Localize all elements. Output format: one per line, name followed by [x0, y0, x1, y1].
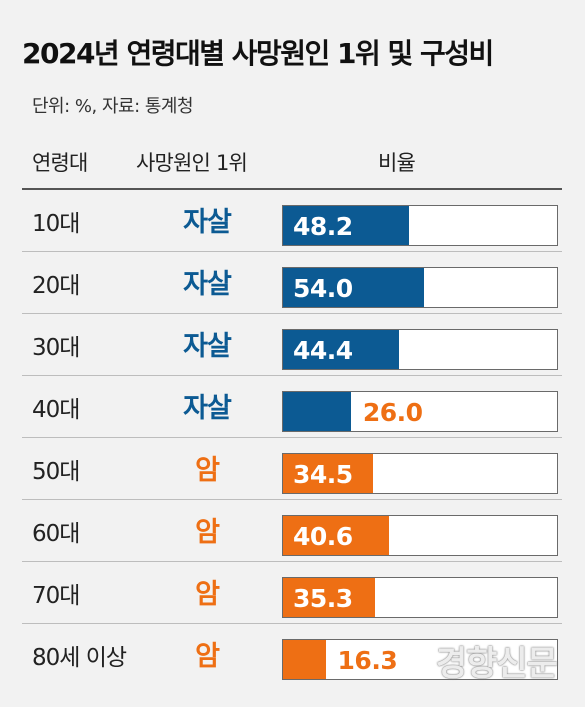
bar: [283, 640, 326, 679]
publisher-watermark: 경향신문: [435, 644, 558, 684]
header-divider: [22, 188, 562, 190]
category-label: 10대: [32, 211, 80, 237]
cause-label: 자살: [183, 207, 232, 238]
column-header-age: 연령대: [32, 151, 88, 175]
chart-row: 20대 자살 54.0: [0, 252, 585, 314]
chart-title: 2024년 연령대별 사망원인 1위 및 구성비: [22, 37, 494, 70]
cause-label: 암: [195, 455, 220, 486]
category-label: 60대: [32, 521, 80, 547]
cause-label: 자살: [183, 393, 232, 424]
bar-track: 54.0: [282, 267, 558, 308]
category-label: 40대: [32, 397, 80, 423]
data-label: 26.0: [362, 398, 423, 427]
chart-row: 10대 자살 48.2: [0, 190, 585, 252]
bar-track: 40.6: [282, 515, 558, 556]
bar: [283, 578, 376, 617]
chart-row: 60대 암 40.6: [0, 500, 585, 562]
category-label: 30대: [32, 335, 80, 361]
cause-label: 자살: [183, 269, 232, 300]
chart-row: 70대 암 35.3: [0, 562, 585, 624]
bar: [283, 454, 374, 493]
row-divider: [22, 561, 562, 562]
data-label: 40.6: [293, 522, 353, 551]
chart-row: 80세 이상 암 16.3: [0, 624, 585, 686]
column-header-cause: 사망원인 1위: [136, 151, 248, 175]
bar-track: 44.4: [282, 329, 558, 370]
bar-track: 48.2: [282, 205, 558, 246]
bar: [283, 330, 399, 369]
row-divider: [22, 623, 562, 624]
bar: [283, 392, 351, 431]
chart-subtitle: 단위: %, 자료: 통계청: [32, 96, 194, 117]
chart-row: 40대 자살 26.0: [0, 376, 585, 438]
data-label: 48.2: [293, 212, 353, 241]
bar-track: 26.0: [282, 391, 558, 432]
bar: [283, 268, 424, 307]
bar: [283, 206, 409, 245]
cause-label: 암: [195, 641, 220, 672]
chart-row: 50대 암 34.5: [0, 438, 585, 500]
chart-row: 30대 자살 44.4: [0, 314, 585, 376]
category-label: 50대: [32, 459, 80, 485]
row-divider: [22, 375, 562, 376]
category-label: 80세 이상: [32, 645, 127, 671]
cause-label: 자살: [183, 331, 232, 362]
data-label: 34.5: [293, 460, 353, 489]
bar: [283, 516, 389, 555]
bar-track: 34.5: [282, 453, 558, 494]
column-header-ratio: 비율: [378, 151, 416, 175]
category-label: 70대: [32, 583, 80, 609]
cause-label: 암: [195, 579, 220, 610]
row-divider: [22, 437, 562, 438]
bar-track: 16.3: [282, 639, 558, 680]
data-label: 16.3: [337, 646, 398, 675]
row-divider: [22, 499, 562, 500]
data-label: 54.0: [293, 274, 353, 303]
data-label: 35.3: [293, 584, 353, 613]
row-divider: [22, 313, 562, 314]
data-label: 44.4: [293, 336, 353, 365]
row-divider: [22, 251, 562, 252]
category-label: 20대: [32, 273, 80, 299]
cause-label: 암: [195, 517, 220, 548]
bar-track: 35.3: [282, 577, 558, 618]
